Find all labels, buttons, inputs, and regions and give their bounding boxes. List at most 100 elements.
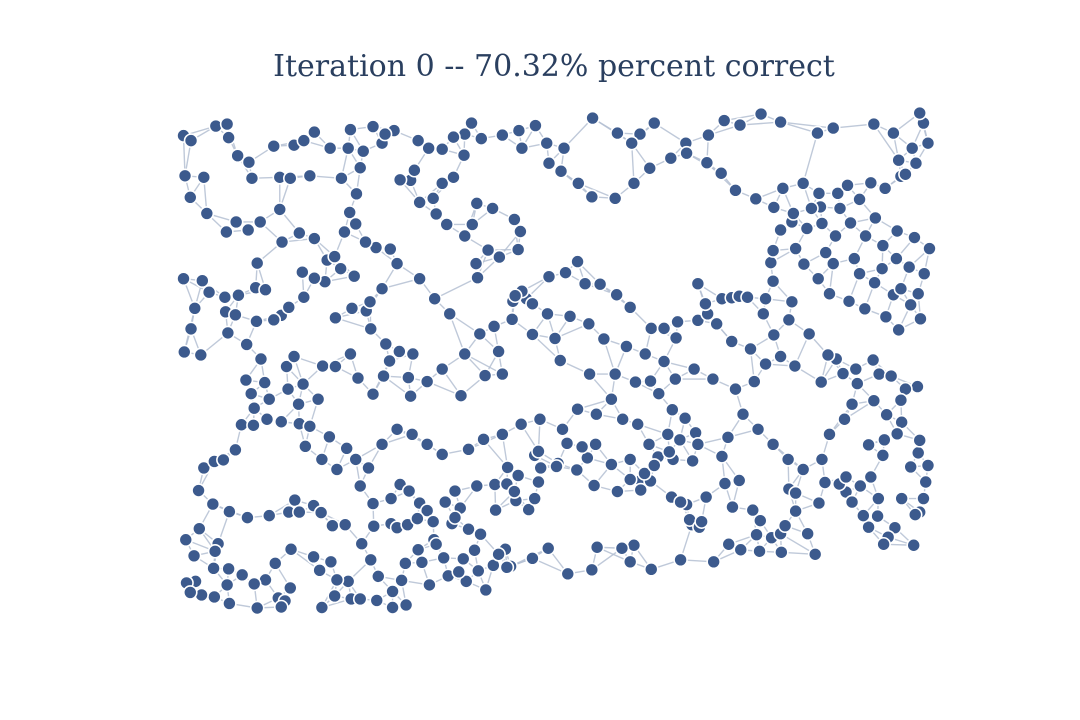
graph-node [244, 170, 260, 186]
graph-node [898, 166, 913, 182]
graph-node [875, 448, 891, 463]
graph-node [646, 458, 662, 473]
graph-node [389, 421, 405, 437]
graph-node [257, 375, 273, 390]
graph-node [607, 191, 623, 206]
graph-node [740, 289, 755, 305]
graph-node [307, 124, 322, 140]
graph-node [178, 532, 194, 548]
graph-node [818, 245, 834, 260]
graph-node [705, 371, 721, 387]
graph-node [670, 314, 685, 330]
graph-node [570, 401, 585, 417]
graph-node [871, 366, 887, 382]
graph-node [312, 563, 327, 578]
graph-node [220, 325, 236, 341]
graph-node [261, 508, 277, 523]
graph-node [434, 447, 450, 462]
graph-node [773, 222, 788, 238]
graph-node [507, 212, 522, 227]
graph-node [609, 287, 624, 303]
graph-node [688, 425, 703, 441]
graph-node [476, 432, 491, 447]
graph-node [922, 241, 937, 256]
graph-node [728, 183, 743, 198]
graph-node [624, 135, 640, 151]
graph-node [307, 231, 322, 246]
graph-node [219, 116, 235, 132]
graph-node [817, 475, 833, 490]
graph-node [637, 466, 652, 481]
graph-node [713, 165, 729, 181]
graph-node [750, 421, 766, 437]
graph-node [314, 452, 330, 467]
graph-node [752, 543, 767, 559]
graph-node [322, 429, 337, 445]
graph-node [758, 356, 773, 372]
graph-node [853, 478, 868, 494]
graph-node [292, 504, 307, 520]
graph-node [230, 148, 245, 163]
graph-node [315, 358, 330, 374]
graph-node [857, 301, 873, 317]
graph-node [328, 310, 343, 326]
graph-node [314, 600, 330, 615]
graph-node [663, 150, 679, 166]
graph-node [828, 228, 843, 244]
graph-node [207, 543, 223, 559]
graph-node [735, 406, 751, 422]
graph-node [352, 160, 368, 176]
graph-node [811, 186, 827, 201]
graph-node [846, 251, 862, 266]
graph-node [893, 281, 909, 297]
graph-node [886, 125, 901, 141]
graph-node [604, 457, 619, 472]
graph-node [352, 478, 368, 494]
graph-node [706, 554, 721, 570]
graph-node [698, 296, 713, 312]
graph-node [811, 495, 827, 511]
graph-node [296, 289, 312, 305]
graph-node [820, 347, 836, 363]
graph-node [910, 379, 925, 394]
graph-node [588, 437, 603, 452]
graph-node [398, 597, 414, 613]
graph-node [863, 175, 879, 191]
graph-node [279, 359, 294, 374]
graph-node [531, 444, 546, 459]
graph-node [765, 273, 781, 289]
graph-node [628, 374, 643, 390]
graph-node [464, 115, 479, 131]
graph-node [231, 287, 246, 303]
graph-node [852, 192, 867, 207]
graph-node [841, 293, 857, 309]
graph-node [780, 452, 796, 467]
graph-node [219, 224, 234, 240]
graph-node [825, 256, 841, 271]
graph-node [228, 214, 244, 230]
graph-node [807, 546, 823, 562]
graph-node [340, 140, 356, 156]
graph-node [848, 361, 864, 377]
graph-node [507, 288, 523, 304]
graph-node [266, 138, 282, 154]
graph-node [570, 254, 585, 269]
graph-node [804, 201, 819, 216]
graph-node [350, 370, 366, 386]
graph-node [766, 200, 782, 215]
graph-node [622, 472, 638, 487]
graph-node [378, 336, 394, 352]
graph-node [447, 483, 463, 499]
graph-node [401, 483, 417, 499]
graph-node [891, 322, 906, 338]
graph-node [296, 133, 312, 148]
graph-node [752, 513, 768, 528]
graph-node [889, 251, 904, 266]
graph-node [287, 492, 303, 508]
graph-node [787, 358, 803, 374]
graph-node [866, 393, 882, 408]
graph-node [810, 125, 825, 141]
graph-node [363, 552, 379, 568]
graph-node [383, 241, 398, 257]
graph-node [788, 485, 803, 501]
